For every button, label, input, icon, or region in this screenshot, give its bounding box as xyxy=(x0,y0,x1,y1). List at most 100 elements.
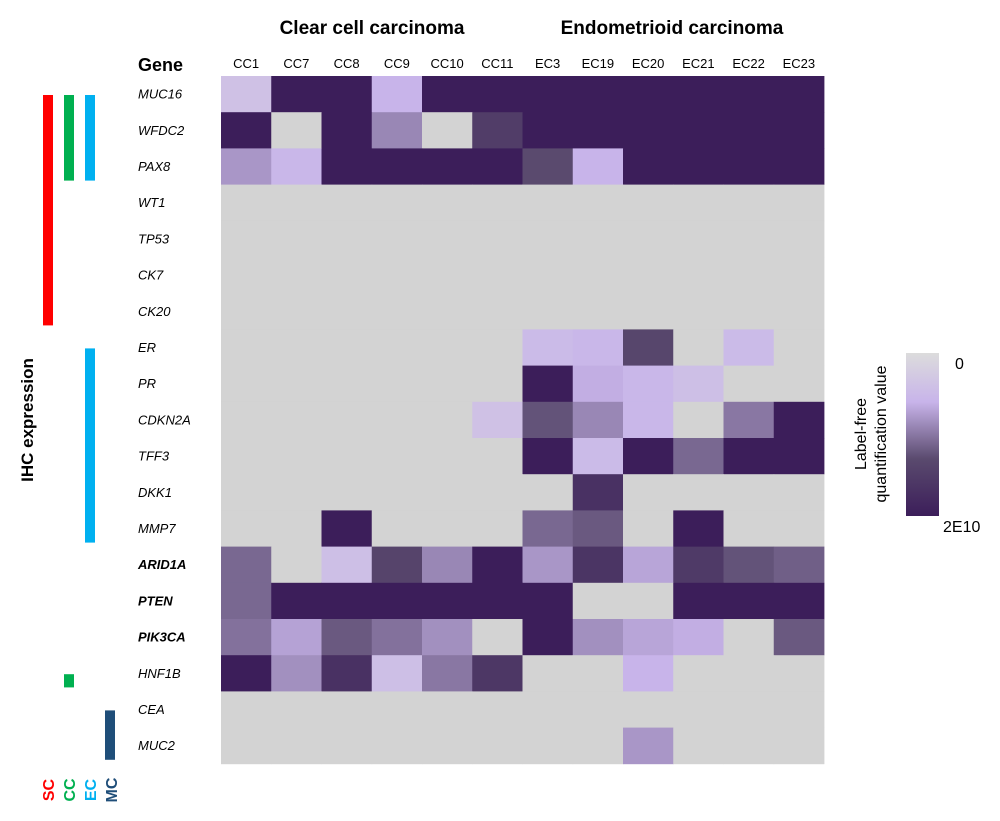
heatmap-cell xyxy=(271,76,322,113)
heatmap-cell xyxy=(673,474,724,511)
heatmap-cell xyxy=(472,329,523,366)
ihc-bar-sc xyxy=(43,95,53,326)
heatmap-cell xyxy=(673,655,724,692)
column-labels: CC1 CC7 CC8 CC9 CC10 CC11 EC3 EC19 EC20 EC21 EC22 E… xyxy=(233,56,815,71)
heatmap-cell xyxy=(271,691,322,728)
heatmap-cell xyxy=(321,655,373,692)
heatmap-cell xyxy=(321,329,373,366)
column-label: EC3 xyxy=(535,56,560,71)
heatmap-cell xyxy=(271,329,322,366)
heatmap-cell xyxy=(623,257,674,294)
heatmap-cell xyxy=(321,474,373,511)
heatmap-cell xyxy=(723,220,775,258)
heatmap-cell xyxy=(623,329,674,366)
heatmap-cell xyxy=(371,474,423,511)
heatmap-cell xyxy=(321,727,373,765)
heatmap-cell xyxy=(623,727,674,765)
heatmap-cell xyxy=(623,220,674,258)
column-label: EC20 xyxy=(632,56,665,71)
heatmap-cell xyxy=(221,727,272,765)
heatmap-cell xyxy=(773,365,825,403)
heatmap-cell xyxy=(572,329,624,366)
heatmap-cell xyxy=(522,655,574,692)
heatmap-cell xyxy=(221,691,272,728)
heatmap-cell xyxy=(271,401,322,439)
color-scale-legend: Label-free quantification value 0 2E10 xyxy=(853,353,980,536)
heatmap-cell xyxy=(723,257,775,294)
legend-title-line-1: Label-free xyxy=(853,398,870,470)
heatmap-cell xyxy=(221,329,272,366)
heatmap-cell xyxy=(371,220,423,258)
heatmap-cell xyxy=(271,365,322,403)
heatmap-cell xyxy=(472,510,523,547)
heatmap-cell xyxy=(321,510,373,547)
heatmap-cell xyxy=(773,112,825,149)
legend-top-label: 0 xyxy=(955,356,964,373)
row-label: PR xyxy=(138,376,156,391)
heatmap-cell xyxy=(572,438,624,475)
heatmap-cell xyxy=(723,727,775,765)
row-label: MUC16 xyxy=(138,87,183,102)
heatmap-cell xyxy=(773,438,825,475)
heatmap-cell xyxy=(221,401,272,439)
heatmap-cell xyxy=(723,619,775,656)
row-label: CK20 xyxy=(138,304,171,319)
heatmap-cell xyxy=(773,76,825,113)
heatmap-cell xyxy=(773,619,825,656)
heatmap-cell xyxy=(673,582,724,620)
heatmap-cell xyxy=(221,365,272,403)
row-label: CEA xyxy=(138,702,165,717)
heatmap-cell xyxy=(422,220,473,258)
heatmap-cell xyxy=(221,510,272,547)
heatmap-cell xyxy=(271,474,322,511)
heatmap-cell xyxy=(422,619,473,656)
heatmap-cell xyxy=(572,148,624,185)
heatmap-cell xyxy=(371,112,423,149)
heatmap-cell xyxy=(522,691,574,728)
heatmap-cell xyxy=(673,148,724,185)
heatmap-cell xyxy=(522,76,574,113)
heatmap-cell xyxy=(321,582,373,620)
heatmap-cell xyxy=(623,293,674,330)
heatmap-cell xyxy=(472,76,523,113)
heatmap-cell xyxy=(723,76,775,113)
heatmap-cell xyxy=(673,257,724,294)
heatmap-cell xyxy=(472,401,523,439)
row-label: CK7 xyxy=(138,268,164,283)
heatmap-cell xyxy=(673,365,724,403)
heatmap-cell xyxy=(221,293,272,330)
heatmap-cell xyxy=(623,438,674,475)
column-label: EC22 xyxy=(732,56,765,71)
heatmap-cell xyxy=(723,582,775,620)
heatmap-cell xyxy=(271,619,322,656)
heatmap-cell xyxy=(271,655,322,692)
column-label: CC7 xyxy=(283,56,309,71)
heatmap-cell xyxy=(572,691,624,728)
heatmap-cell xyxy=(522,582,574,620)
legend-title-line-2: quantification value xyxy=(873,365,890,502)
heatmap-cell xyxy=(673,112,724,149)
heatmap-cell xyxy=(522,220,574,258)
heatmap-cell xyxy=(522,257,574,294)
heatmap-cell xyxy=(371,438,423,475)
heatmap-cell xyxy=(623,655,674,692)
heatmap-cell xyxy=(422,293,473,330)
heatmap-cell xyxy=(572,365,624,403)
heatmap-cell xyxy=(221,582,272,620)
group-title-clear-cell: Clear cell carcinoma xyxy=(280,18,465,39)
heatmap-cell xyxy=(773,474,825,511)
heatmap-cell xyxy=(422,365,473,403)
heatmap-cell xyxy=(773,184,825,222)
heatmap-cell xyxy=(321,293,373,330)
heatmap-cell xyxy=(422,401,473,439)
heatmap-cell xyxy=(623,76,674,113)
heatmap-cell xyxy=(271,148,322,185)
column-label: CC8 xyxy=(334,56,360,71)
heatmap-cell xyxy=(321,438,373,475)
heatmap-cell xyxy=(371,727,423,765)
ihc-label-sc: SC xyxy=(41,778,58,801)
heatmap-cell xyxy=(422,184,473,222)
heatmap-cell xyxy=(472,148,523,185)
heatmap-cell xyxy=(321,184,373,222)
